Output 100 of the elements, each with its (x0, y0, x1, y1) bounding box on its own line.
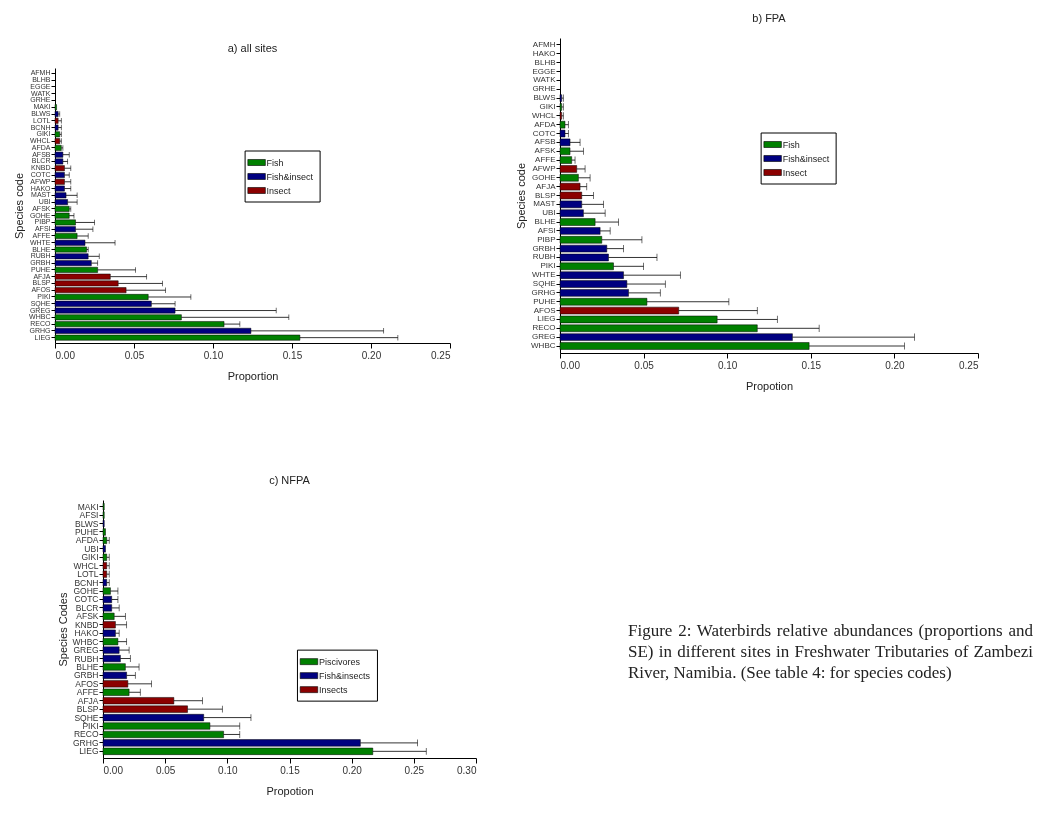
x-tick-label: 0.00 (560, 359, 581, 371)
y-tick-label: MAKI (77, 501, 99, 512)
y-tick-label: PUHE (74, 526, 99, 537)
y-tick-label: RUBH (74, 653, 99, 664)
x-tick-label: 0.20 (361, 349, 382, 361)
y-tick-label: PIKI (82, 721, 99, 732)
y-axis-title: Species code (13, 172, 26, 240)
y-tick-label: UBI (84, 543, 99, 554)
y-tick-label: GREG (73, 645, 99, 656)
y-tick-label: AFSB (534, 137, 556, 147)
x-axis-title: Propotion (745, 379, 794, 392)
x-axis-title: Propotion (266, 784, 314, 797)
x-tick-label: 0.05 (124, 349, 145, 361)
y-tick-label: BLSP (76, 704, 99, 715)
y-tick-label: RUBH (532, 252, 556, 262)
y-tick-label: WHBC (72, 636, 99, 647)
legend-label: Fish (266, 157, 284, 168)
y-tick-label: BLHB (534, 57, 556, 67)
y-tick-label: WHTE (531, 270, 556, 280)
y-tick-label: AFMH (532, 39, 556, 49)
chart-title: c) NFPA (269, 474, 311, 486)
y-tick-label: GOHE (73, 586, 99, 597)
y-tick-label: WHBC (531, 341, 556, 351)
y-tick-label: AFSK (534, 146, 557, 156)
legend-label: Piscivores (318, 656, 361, 667)
y-tick-label: PIKI (540, 261, 556, 271)
y-tick-label: BLHE (534, 217, 556, 227)
legend-label: Insect (782, 167, 808, 178)
x-tick-label: 0.15 (280, 764, 301, 776)
y-tick-label: BLWS (533, 93, 556, 103)
x-tick-label: 0.10 (717, 359, 738, 371)
x-tick-label: 0.00 (103, 764, 124, 776)
y-tick-label: RECO (532, 323, 556, 333)
x-tick-label: 0.25 (431, 349, 451, 361)
y-tick-label: AFFE (535, 155, 556, 165)
y-tick-label: SQHE (74, 712, 99, 723)
legend-label: Fish (782, 139, 800, 150)
legend-label: Insects (318, 684, 348, 695)
caption: Figure 2: Waterbirds relative abundances (proportions and SE) in different sites in Freshwater Tributaries of Zambezi River, Namibia. (See table 4: for species codes) (628, 620, 1033, 683)
y-tick-label: AFSI (79, 510, 99, 521)
y-tick-label: COTC (532, 128, 556, 138)
x-tick-label: 0.25 (959, 359, 979, 371)
y-tick-label: GRBH (73, 670, 99, 681)
chart-title: a) all sites (227, 42, 278, 54)
y-tick-label: GRBH (532, 243, 556, 253)
legend-label: Fish&insect (266, 171, 314, 182)
x-axis-title: Proportion (227, 369, 279, 382)
legend-label: Fish&insect (782, 153, 830, 164)
y-tick-label: GIKI (539, 101, 556, 111)
x-tick-label: 0.05 (634, 359, 655, 371)
y-tick-label: GRHE (532, 84, 556, 94)
y-tick-label: HAKO (74, 628, 99, 639)
y-tick-label: BLCR (75, 602, 99, 613)
y-tick-label: KNBD (74, 619, 99, 630)
y-tick-label: BLHE (76, 661, 99, 672)
y-tick-label: BCNH (74, 577, 99, 588)
y-tick-label: AFJA (535, 181, 557, 191)
x-tick-label: 0.15 (282, 349, 303, 361)
y-axis-title: Species Codes (56, 592, 69, 667)
y-tick-label: WATK (533, 75, 557, 85)
y-axis-title: Species code (515, 162, 528, 230)
x-tick-label: 0.30 (457, 764, 477, 776)
y-tick-label: AFOS (75, 678, 99, 689)
y-tick-label: WHCL (531, 110, 557, 120)
y-tick-label: AFJA (77, 695, 99, 706)
legend-label: Fish&insects (318, 670, 371, 681)
y-tick-label: PIBP (537, 234, 556, 244)
y-tick-label: SQHE (532, 279, 556, 289)
x-tick-label: 0.20 (342, 764, 363, 776)
y-tick-label: UBI (542, 208, 556, 218)
x-tick-label: 0.20 (885, 359, 906, 371)
y-tick-label: PUHE (533, 296, 556, 306)
y-tick-label: COTC (74, 594, 99, 605)
y-tick-label: AFOS (533, 305, 556, 315)
y-tick-label: AFDA (534, 119, 557, 129)
chart-title: b) FPA (752, 12, 787, 24)
y-tick-label: HAKO (532, 48, 556, 58)
x-tick-label: 0.25 (404, 764, 425, 776)
x-tick-label: 0.05 (155, 764, 176, 776)
legend-label: Insect (266, 185, 292, 196)
y-tick-label: AFSK (76, 611, 99, 622)
y-tick-label: GRHG (531, 287, 556, 297)
x-tick-label: 0.10 (218, 764, 238, 776)
y-tick-label: AFSI (537, 225, 556, 235)
y-tick-label: AFFE (76, 687, 99, 698)
y-tick-label: AFWP (532, 163, 556, 173)
y-tick-label: LIEG (79, 746, 99, 757)
y-tick-label: LIEG (537, 314, 556, 324)
x-tick-label: 0.15 (801, 359, 822, 371)
y-tick-label: GRHG (73, 737, 99, 748)
y-tick-label: BLWS (75, 518, 99, 529)
y-tick-label: BLSP (535, 190, 556, 200)
y-tick-label: RECO (73, 729, 99, 740)
y-tick-label: GIKI (81, 552, 99, 563)
x-tick-label: 0.00 (55, 349, 76, 361)
y-tick-label: LOTL (77, 569, 99, 580)
y-tick-label: WHCL (73, 560, 99, 571)
y-tick-label: GREG (531, 332, 556, 342)
x-tick-label: 0.10 (203, 349, 224, 361)
y-tick-label: MAST (533, 199, 556, 209)
